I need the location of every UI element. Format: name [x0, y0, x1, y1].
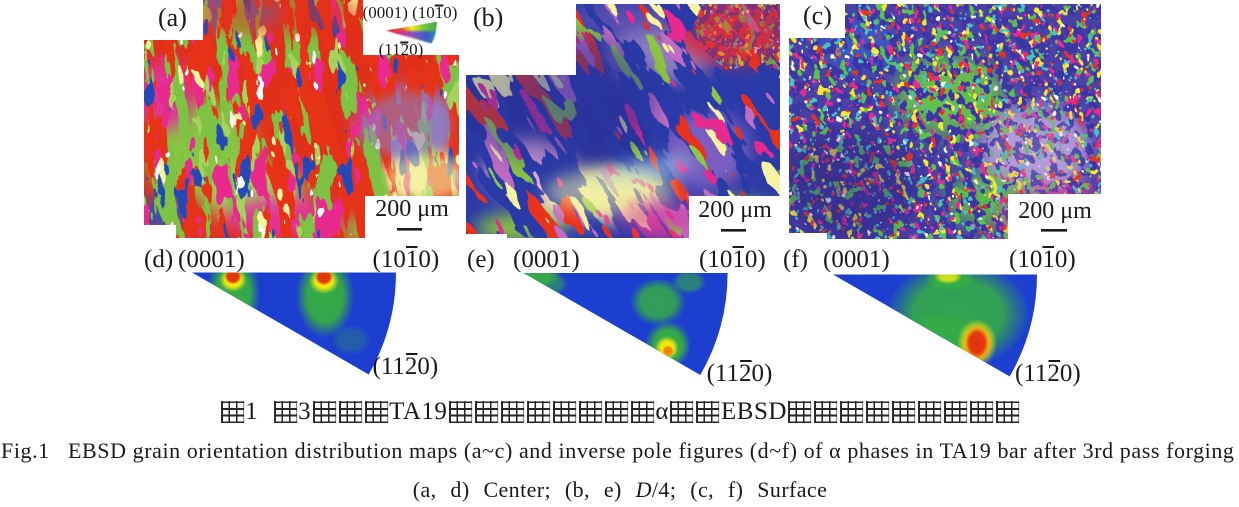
svg-text:(1120): (1120): [707, 360, 773, 387]
svg-text:(1120): (1120): [1015, 360, 1081, 387]
svg-text:(d): (d): [144, 246, 173, 273]
svg-text:200 μm: 200 μm: [375, 196, 449, 222]
svg-text:(1010): (1010): [373, 246, 440, 273]
svg-text:(b): (b): [473, 3, 503, 32]
svg-text:200 μm: 200 μm: [1018, 198, 1092, 224]
svg-text:200 μm: 200 μm: [698, 197, 772, 223]
svg-text:(f): (f): [783, 246, 808, 273]
svg-text:(a): (a): [158, 3, 187, 32]
svg-text:(0001): (0001): [178, 246, 245, 273]
svg-text:(1010): (1010): [699, 246, 766, 273]
svg-text:(0001) (1010): (0001) (1010): [363, 3, 458, 22]
svg-text:(e): (e): [467, 246, 495, 273]
svg-text:(c): (c): [803, 1, 832, 30]
svg-text:(0001): (0001): [823, 246, 890, 273]
svg-text:(1010): (1010): [1009, 246, 1076, 273]
svg-text:(0001): (0001): [513, 246, 580, 273]
svg-text:(1120): (1120): [379, 40, 424, 59]
svg-text:(1120): (1120): [373, 353, 439, 380]
